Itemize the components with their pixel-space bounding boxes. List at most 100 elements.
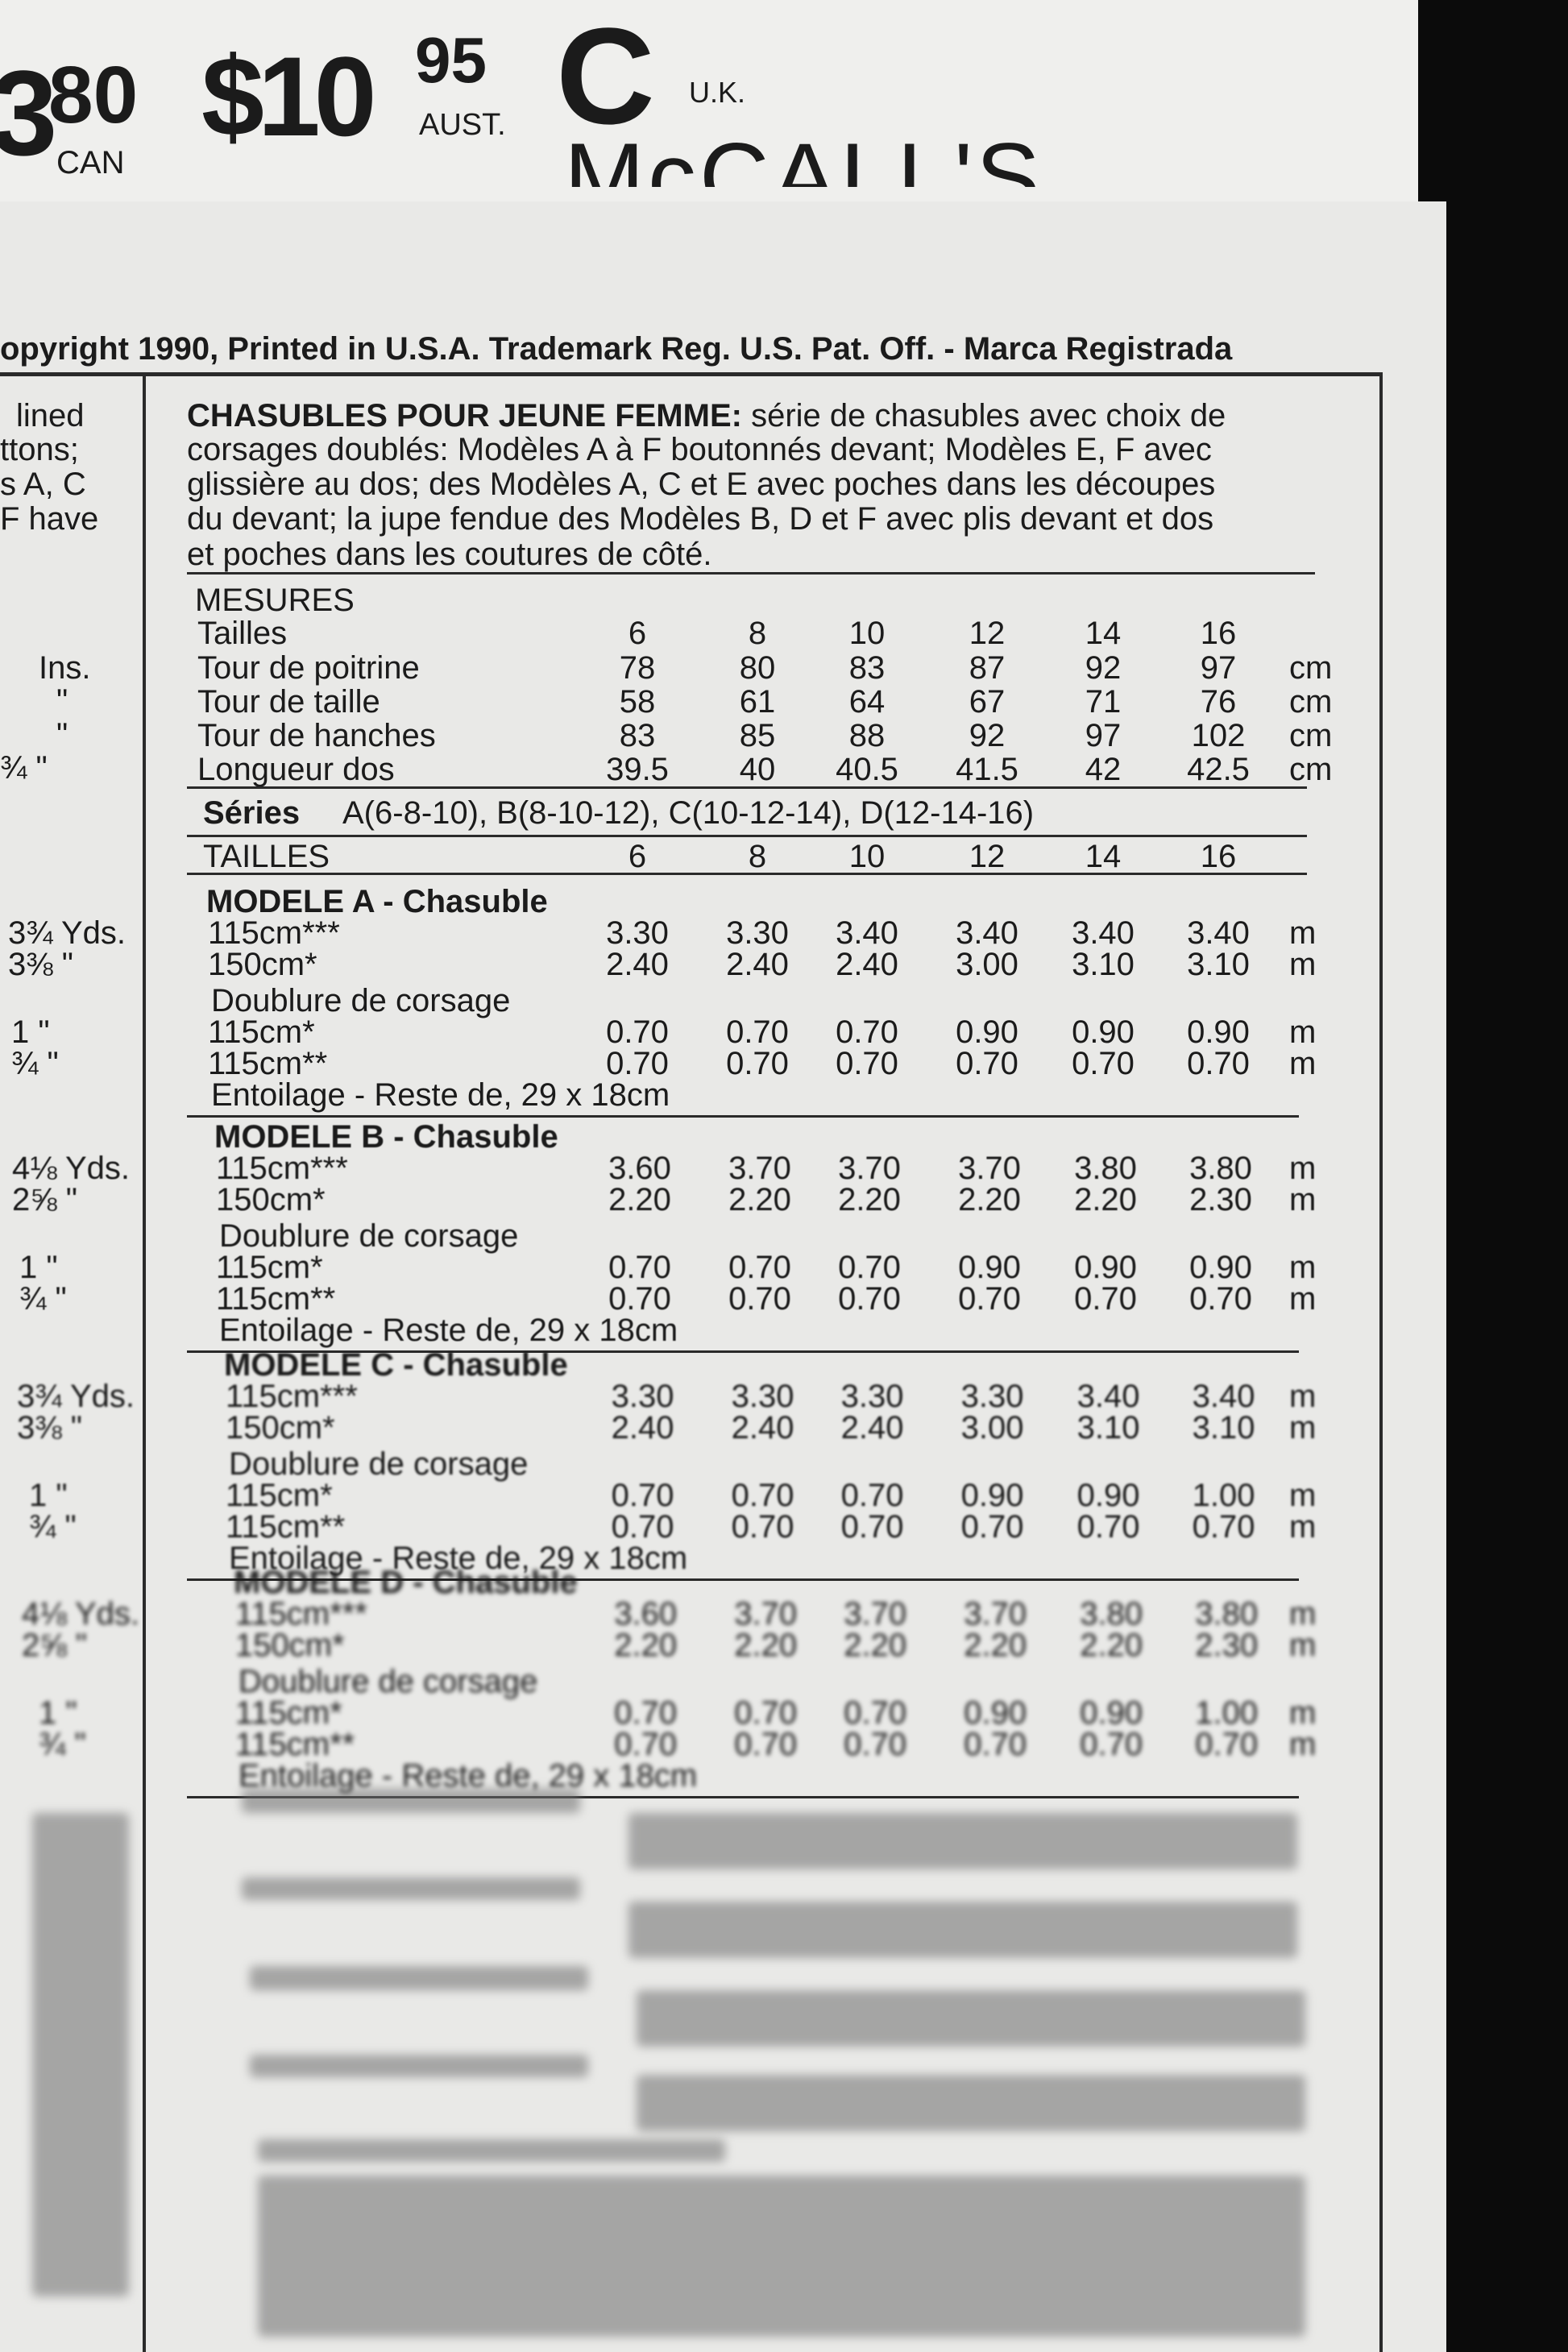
- blurred-title: [250, 1966, 588, 1990]
- unit: cm: [1289, 684, 1333, 720]
- left-unit: Ins.: [39, 650, 91, 686]
- unit: m: [1289, 1379, 1317, 1414]
- measure-value: 40: [739, 752, 776, 787]
- yardage: 1 ": [11, 1014, 50, 1050]
- rule: [187, 873, 1307, 875]
- amount: 3.10: [1192, 1410, 1255, 1446]
- amount: 0.70: [608, 1281, 671, 1317]
- amount: 3.30: [731, 1379, 794, 1414]
- measures-title: MESURES: [195, 583, 355, 618]
- amount: 3.10: [1072, 947, 1135, 982]
- amount: 3.70: [844, 1596, 907, 1632]
- measure-value: 97: [1085, 718, 1122, 753]
- amount: 0.70: [1189, 1281, 1252, 1317]
- frame-right: [1379, 372, 1383, 2352]
- amount: 0.70: [956, 1046, 1018, 1081]
- measure-value: 97: [1200, 650, 1237, 686]
- yardage: 2⅝ ": [12, 1182, 77, 1217]
- left-text: ttons;: [0, 432, 79, 467]
- amount: 0.70: [844, 1695, 907, 1731]
- sizes-row-label: TAILLES: [203, 839, 330, 874]
- row-label: 115cm*: [235, 1695, 342, 1731]
- size: 6: [628, 839, 647, 874]
- amount: 0.70: [726, 1046, 789, 1081]
- row-label: 150cm*: [216, 1182, 326, 1217]
- row-label: Doublure de corsage: [229, 1446, 529, 1482]
- price-uk: C: [556, 0, 655, 153]
- amount: 0.70: [1074, 1281, 1137, 1317]
- measure-value: 61: [739, 684, 776, 720]
- size: 12: [969, 616, 1006, 651]
- amount: 2.20: [614, 1628, 678, 1663]
- amount: 1.00: [1195, 1695, 1259, 1731]
- size: 6: [628, 616, 647, 651]
- amount: 0.90: [958, 1250, 1021, 1285]
- amount: 2.20: [844, 1628, 907, 1663]
- amount: 0.70: [840, 1478, 904, 1513]
- size: 10: [848, 839, 886, 874]
- amount: 3.40: [1076, 1379, 1140, 1414]
- unit: cm: [1289, 718, 1333, 753]
- amount: 2.20: [958, 1182, 1021, 1217]
- amount: 0.70: [734, 1695, 798, 1731]
- amount: 3.40: [1072, 915, 1135, 951]
- measure-value: 78: [619, 650, 656, 686]
- amount: 3.30: [611, 1379, 674, 1414]
- amount: 2.20: [734, 1628, 798, 1663]
- amount: 2.40: [726, 947, 789, 982]
- brand: McCALL'S: [564, 123, 1044, 231]
- row-label: 115cm***: [216, 1151, 348, 1186]
- unit: cm: [1289, 650, 1333, 686]
- row-label: 115cm**: [235, 1727, 355, 1762]
- amount: 3.30: [606, 915, 669, 951]
- unit: m: [1289, 915, 1317, 951]
- unit: m: [1289, 1281, 1317, 1317]
- amount: 3.30: [840, 1379, 904, 1414]
- measure-value: 39.5: [606, 752, 669, 787]
- amount: 0.70: [726, 1014, 789, 1050]
- yardage: ¾ ": [29, 1509, 77, 1545]
- amount: 3.40: [1192, 1379, 1255, 1414]
- yardage: 1 ": [19, 1250, 58, 1285]
- amount: 0.90: [1189, 1250, 1252, 1285]
- yardage: 2⅝ ": [22, 1628, 87, 1663]
- unit: m: [1289, 1046, 1317, 1081]
- unit: m: [1289, 1478, 1317, 1513]
- left-unit: ": [56, 683, 68, 719]
- size: 8: [748, 616, 767, 651]
- measure-label: Tour de hanches: [197, 718, 436, 753]
- amount: 0.70: [728, 1250, 791, 1285]
- amount: 2.40: [731, 1410, 794, 1446]
- amount: 3.00: [960, 1410, 1024, 1446]
- description-text: série de chasubles avec choix de: [741, 398, 1226, 433]
- yardage: 3⅜ ": [17, 1410, 82, 1446]
- row-label: 115cm*: [226, 1478, 333, 1513]
- amount: 0.70: [728, 1281, 791, 1317]
- amount: 3.70: [964, 1596, 1027, 1632]
- amount: 3.80: [1189, 1151, 1252, 1186]
- series-text: A(6-8-10), B(8-10-12), C(10-12-14), D(12…: [342, 795, 1035, 831]
- measure-label: Tour de poitrine: [197, 650, 420, 686]
- amount: 0.70: [960, 1509, 1024, 1545]
- yardage: 3¾ Yds.: [8, 915, 127, 951]
- amount: 3.70: [728, 1151, 791, 1186]
- amount: 3.60: [608, 1151, 671, 1186]
- description-line: du devant; la jupe fendue des Modèles B,…: [187, 501, 1214, 537]
- description-heading: CHASUBLES POUR JEUNE FEMME:: [187, 398, 742, 433]
- yardage: 3¾ Yds.: [17, 1379, 135, 1414]
- row-label: 115cm***: [235, 1596, 367, 1632]
- row-label: 150cm*: [208, 947, 317, 982]
- row-label: Doublure de corsage: [239, 1664, 538, 1699]
- blurred-left: [32, 1813, 129, 2296]
- amount: 0.90: [964, 1695, 1027, 1731]
- measure-value: 58: [619, 684, 656, 720]
- amount: 3.70: [958, 1151, 1021, 1186]
- row-label: Doublure de corsage: [211, 983, 511, 1018]
- measure-value: 83: [619, 718, 656, 753]
- amount: 0.90: [1072, 1014, 1135, 1050]
- amount: 2.40: [840, 1410, 904, 1446]
- size: 12: [969, 839, 1006, 874]
- amount: 0.90: [1080, 1695, 1143, 1731]
- yardage: ¾ ": [11, 1046, 59, 1081]
- amount: 3.30: [960, 1379, 1024, 1414]
